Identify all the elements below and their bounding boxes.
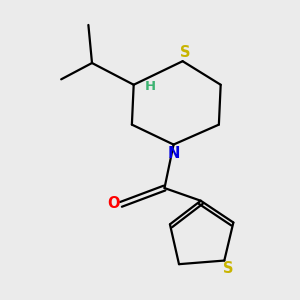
Text: S: S [180, 45, 191, 60]
Text: O: O [107, 196, 119, 211]
Text: N: N [167, 146, 180, 161]
Text: H: H [144, 80, 156, 93]
Text: S: S [223, 261, 233, 276]
